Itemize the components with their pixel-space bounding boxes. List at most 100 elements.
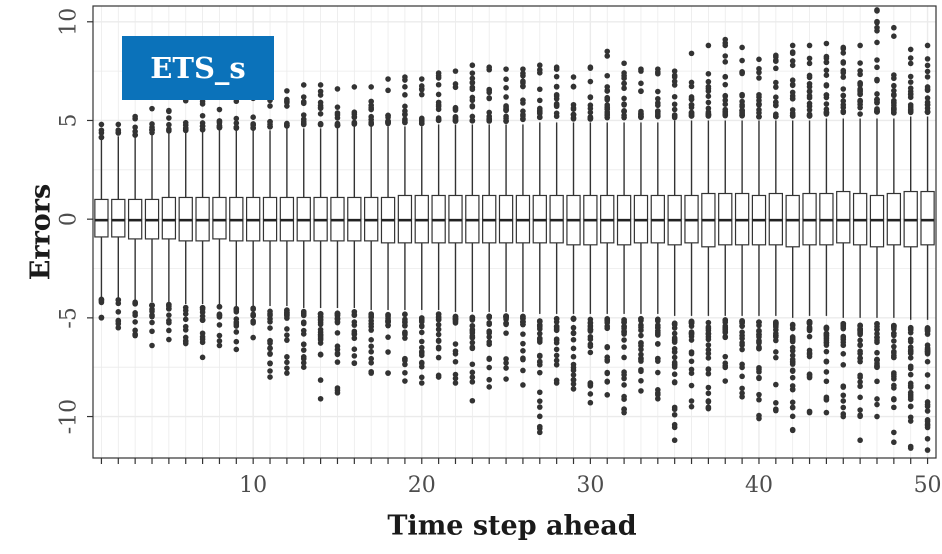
outlier-point-low (907, 418, 914, 424)
outlier-point-high (857, 60, 863, 66)
outlier-point-high (874, 18, 880, 25)
outlier-point-high (705, 99, 712, 106)
outlier-point-high (368, 116, 374, 123)
outlier-point-high (823, 101, 830, 107)
outlier-point-low (284, 354, 290, 360)
outlier-point-low (806, 353, 813, 360)
outlier-point-high (722, 53, 729, 59)
outlier-point-high (216, 118, 223, 124)
x-tick-label: 30 (576, 473, 604, 498)
outlier-point-low (789, 399, 796, 406)
outlier-point-low (536, 361, 543, 368)
box-1 (94, 121, 109, 321)
outlier-point-high (621, 80, 627, 87)
outlier-point-high (739, 69, 745, 75)
outlier-point-low (789, 368, 796, 374)
outlier-point-low (334, 359, 341, 365)
outlier-point-high (891, 33, 897, 40)
outlier-point-low (840, 404, 847, 411)
box-29 (566, 74, 581, 392)
box-46 (852, 42, 868, 444)
outlier-point-high (587, 94, 594, 101)
outlier-point-high (789, 62, 796, 69)
outlier-point-high (891, 104, 897, 111)
outlier-point-high (773, 58, 779, 64)
outlier-point-low (739, 385, 745, 392)
outlier-point-low (166, 312, 172, 318)
outlier-point-high (115, 127, 122, 133)
y-tick-label: 5 (57, 113, 82, 127)
outlier-point-low (671, 345, 678, 352)
outlier-point-low (655, 395, 661, 402)
outlier-point-high (486, 115, 493, 122)
outlier-point-low (536, 330, 543, 337)
outlier-point-low (655, 369, 661, 376)
outlier-point-low (773, 381, 779, 388)
outlier-point-low (385, 370, 391, 376)
outlier-point-low (891, 338, 897, 344)
outlier-point-low (924, 408, 931, 414)
box-20 (414, 76, 429, 386)
outlier-point-low (924, 435, 931, 442)
outlier-point-high (115, 121, 122, 128)
outlier-point-low (570, 361, 577, 368)
outlier-point-high (351, 84, 358, 90)
chart-annotation-badge: ETS_s (122, 36, 274, 100)
outlier-point-low (418, 338, 425, 345)
outlier-point-low (621, 328, 627, 335)
outlier-point-low (823, 358, 830, 365)
outlier-point-low (503, 365, 509, 371)
outlier-point-high (418, 115, 425, 122)
outlier-point-low (621, 337, 627, 343)
outlier-point-low (688, 337, 695, 343)
outlier-point-low (98, 297, 105, 303)
outlier-point-high (570, 116, 577, 122)
outlier-point-high (199, 123, 206, 129)
outlier-point-low (789, 352, 796, 359)
outlier-point-low (739, 340, 745, 346)
outlier-point-low (891, 326, 897, 332)
outlier-point-low (688, 329, 695, 335)
outlier-point-low (267, 351, 273, 357)
outlier-point-low (418, 329, 425, 336)
outlier-point-high (520, 72, 526, 79)
outlier-point-low (334, 310, 341, 317)
outlier-point-low (705, 355, 712, 361)
outlier-point-high (469, 75, 476, 82)
outlier-point-high (604, 111, 611, 117)
outlier-point-high (840, 44, 847, 51)
outlier-point-low (368, 348, 374, 355)
x-tick-label: 50 (914, 473, 942, 498)
box-33 (633, 66, 649, 394)
outlier-point-high (503, 94, 509, 100)
box-36 (684, 50, 699, 410)
outlier-point-high (789, 113, 796, 119)
outlier-point-low (418, 315, 425, 321)
outlier-point-high (705, 78, 712, 85)
outlier-point-high (132, 132, 138, 138)
outlier-point-low (604, 358, 611, 364)
outlier-point-low (739, 332, 745, 339)
box-7 (195, 93, 210, 361)
box-12 (279, 88, 295, 376)
outlier-point-high (891, 109, 897, 115)
outlier-point-low (385, 311, 391, 318)
outlier-point-high (553, 113, 560, 120)
outlier-point-low (891, 439, 897, 446)
outlier-point-low (536, 335, 543, 342)
outlier-point-low (924, 401, 931, 408)
outlier-point-low (874, 378, 880, 385)
outlier-point-low (486, 328, 493, 335)
outlier-point-high (806, 88, 813, 95)
outlier-point-low (739, 317, 745, 324)
outlier-point-high (722, 59, 729, 65)
outlier-point-high (402, 92, 408, 98)
outlier-point-high (722, 101, 729, 108)
outlier-point-high (368, 106, 374, 113)
outlier-point-low (570, 367, 577, 374)
x-tick-label: 20 (408, 473, 436, 498)
outlier-point-high (621, 85, 627, 92)
outlier-point-low (638, 358, 644, 364)
outlier-point-low (351, 335, 358, 342)
